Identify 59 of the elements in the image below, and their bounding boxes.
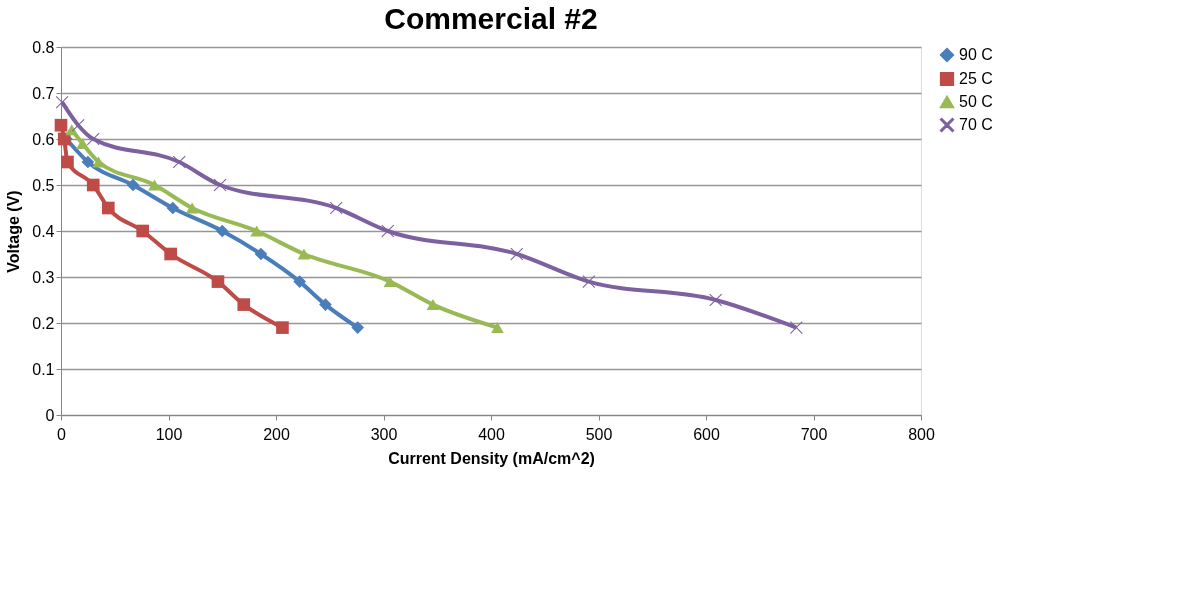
point xyxy=(126,178,140,192)
point xyxy=(297,248,311,260)
y-axis-title: Voltage (V) xyxy=(5,190,23,273)
x-tick-label: 700 xyxy=(800,425,828,443)
point xyxy=(86,132,100,146)
point xyxy=(582,275,596,288)
point xyxy=(276,321,289,334)
point xyxy=(319,298,332,311)
y-tick-label: 0.1 xyxy=(32,360,55,378)
legend-label: 70 C xyxy=(959,116,993,133)
y-tick-label: 0.6 xyxy=(32,130,55,148)
point xyxy=(237,298,251,311)
point xyxy=(250,225,263,237)
point xyxy=(211,275,225,288)
point xyxy=(76,138,89,150)
x-tick-label: 0 xyxy=(57,425,67,443)
x-tick-label: 200 xyxy=(263,425,290,443)
point xyxy=(426,299,440,311)
point xyxy=(789,321,803,334)
point xyxy=(254,247,268,261)
point xyxy=(166,201,180,215)
point xyxy=(92,156,105,168)
point xyxy=(61,155,74,169)
point xyxy=(164,247,177,261)
point xyxy=(383,276,397,288)
y-tick-label: 0.2 xyxy=(32,314,55,332)
point xyxy=(215,224,229,238)
point xyxy=(709,293,722,307)
chart-title: Commercial #2 xyxy=(384,2,598,35)
x-tick-label: 300 xyxy=(370,425,398,443)
legend-label: 25 C xyxy=(959,70,993,87)
y-tick-label: 0.3 xyxy=(32,268,55,286)
x-tick-label: 600 xyxy=(693,425,720,443)
x-tick-label: 800 xyxy=(908,425,935,443)
legend-label: 50 C xyxy=(959,93,993,110)
x-tick-label: 400 xyxy=(478,425,505,443)
point xyxy=(101,201,115,215)
point xyxy=(172,155,186,169)
point xyxy=(71,118,85,132)
y-tick-label: 0.8 xyxy=(32,38,55,56)
point xyxy=(185,202,199,214)
point xyxy=(86,178,100,192)
point xyxy=(148,179,161,191)
y-tick-label: 0 xyxy=(45,406,55,424)
point xyxy=(351,321,365,334)
point xyxy=(55,95,69,109)
x-tick-label: 100 xyxy=(155,425,183,443)
y-tick-label: 0.5 xyxy=(32,176,55,194)
point xyxy=(491,322,504,334)
x-tick-label: 500 xyxy=(585,425,613,443)
point xyxy=(65,124,79,136)
point xyxy=(81,155,95,169)
point xyxy=(293,275,306,288)
y-tick-label: 0.7 xyxy=(32,84,55,102)
y-tick-label: 0.4 xyxy=(32,222,55,240)
legend-label: 90 C xyxy=(959,46,993,63)
x-axis-title: Current Density (mA/cm^2) xyxy=(388,449,595,467)
point xyxy=(54,118,68,132)
point xyxy=(136,224,150,238)
